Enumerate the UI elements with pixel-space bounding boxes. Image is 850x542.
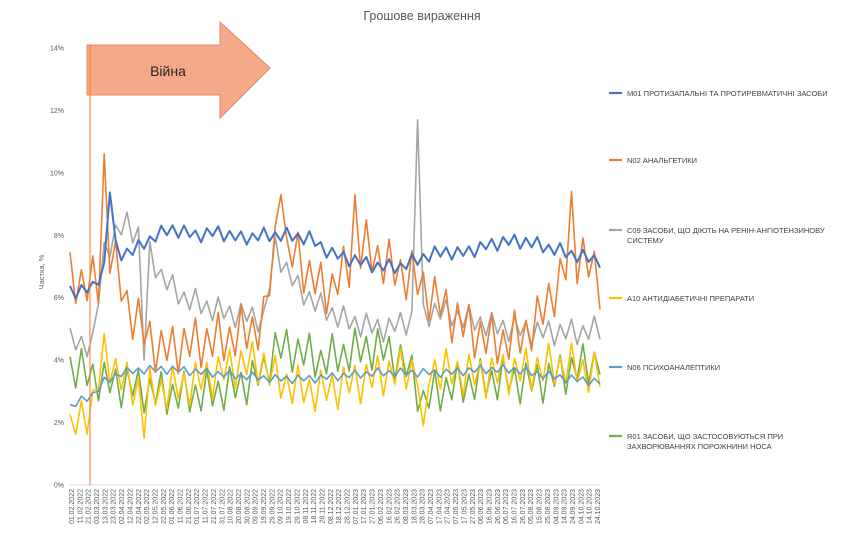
x-tick-label: 26.06.2023 xyxy=(495,489,502,524)
y-axis-ticks: 0% 2% 4% 6% 8% 10% 12% 14% xyxy=(50,46,64,490)
x-tick-label: 03.03.2022 xyxy=(94,489,101,524)
series-group xyxy=(69,119,601,440)
legend-label: M01 ПРОТИЗАПАЛЬНІ ТА ПРОТИРЕВМАТИЧНІ ЗАС… xyxy=(627,89,828,98)
x-tick-label: 24.09.2023 xyxy=(570,489,577,524)
x-tick-label: 09.10.2022 xyxy=(278,489,285,524)
x-tick-label: 29.10.2022 xyxy=(294,489,301,524)
x-tick-label: 21.02.2022 xyxy=(86,489,93,524)
series-line xyxy=(69,332,601,440)
war-arrow-label: Війна xyxy=(150,63,186,79)
series-line xyxy=(69,153,601,375)
y-axis-label: Частка, % xyxy=(37,254,46,289)
x-tick-label: 19.09.2022 xyxy=(261,489,268,524)
x-tick-label: 08.11.2022 xyxy=(303,489,310,524)
y-tick-label: 6% xyxy=(54,295,64,302)
x-tick-label: 08.03.2023 xyxy=(403,489,410,524)
x-tick-label: 22.05.2022 xyxy=(161,489,168,524)
x-tick-label: 15.08.2023 xyxy=(537,489,544,524)
x-tick-label: 06.06.2023 xyxy=(478,489,485,524)
war-arrow xyxy=(86,20,271,120)
x-tick-label: 23.03.2022 xyxy=(111,489,118,524)
x-tick-label: 28.11.2022 xyxy=(319,489,326,524)
series-line xyxy=(69,364,601,408)
x-tick-label: 28.03.2023 xyxy=(420,489,427,524)
x-tick-label: 07.05.2023 xyxy=(453,489,460,524)
x-tick-label: 04.09.2023 xyxy=(553,489,560,524)
war-annotation: Війна xyxy=(86,20,271,485)
x-tick-label: 28.12.2022 xyxy=(345,489,352,524)
y-tick-label: 2% xyxy=(54,420,64,427)
x-tick-label: 27.05.2023 xyxy=(470,489,477,524)
x-tick-label: 16.07.2023 xyxy=(512,489,519,524)
x-tick-label: 29.09.2022 xyxy=(269,489,276,524)
x-tick-label: 01.06.2022 xyxy=(169,489,176,524)
x-tick-label: 31.07.2022 xyxy=(219,489,226,524)
x-tick-label: 11.07.2022 xyxy=(203,489,210,524)
x-tick-label: 18.12.2022 xyxy=(336,489,343,524)
y-tick-label: 12% xyxy=(50,108,64,115)
x-tick-label: 25.08.2023 xyxy=(545,489,552,524)
y-tick-label: 8% xyxy=(54,233,64,240)
x-tick-label: 17.04.2023 xyxy=(436,489,443,524)
x-tick-label: 26.02.2023 xyxy=(395,489,402,524)
legend-label: N06 ПСИХОАНАЛЕПТИКИ xyxy=(627,363,720,372)
x-tick-label: 06.02.2023 xyxy=(378,489,385,524)
y-tick-label: 0% xyxy=(54,483,64,490)
x-tick-label: 11.02.2022 xyxy=(77,489,84,524)
x-tick-label: 18.03.2023 xyxy=(411,489,418,524)
y-tick-label: 10% xyxy=(50,170,64,177)
x-tick-label: 21.06.2022 xyxy=(186,489,193,524)
x-tick-label: 06.07.2023 xyxy=(503,489,510,524)
x-tick-label: 22.04.2022 xyxy=(136,489,143,524)
x-tick-label: 08.12.2022 xyxy=(328,489,335,524)
x-tick-label: 16.06.2023 xyxy=(486,489,493,524)
x-tick-label: 07.04.2023 xyxy=(428,489,435,524)
legend-label: A10 АНТИДІАБЕТИЧНІ ПРЕПАРАТИ xyxy=(627,294,754,303)
x-tick-label: 13.03.2022 xyxy=(102,489,109,524)
x-tick-label: 10.08.2022 xyxy=(228,489,235,524)
legend: M01 ПРОТИЗАПАЛЬНІ ТА ПРОТИРЕВМАТИЧНІ ЗАС… xyxy=(609,89,828,451)
x-tick-label: 16.02.2023 xyxy=(386,489,393,524)
x-axis-ticks: 01.02.2022 11.02.2022 21.02.2022 03.03.2022… xyxy=(69,489,602,524)
y-tick-label: 4% xyxy=(54,358,64,365)
x-tick-label: 07.01.2023 xyxy=(353,489,360,524)
y-tick-label: 14% xyxy=(50,46,64,53)
chart-title: Грошове вираження xyxy=(363,9,480,23)
x-tick-label: 17.05.2023 xyxy=(461,489,468,524)
x-tick-label: 21.07.2022 xyxy=(211,489,218,524)
x-tick-label: 05.08.2023 xyxy=(528,489,535,524)
legend-label: R01 ЗАСОБИ, ЩО ЗАСТОСОВУЮТЬСЯ ПРИ ЗАХВОРЮ… xyxy=(627,432,783,451)
x-tick-label: 14.09.2023 xyxy=(562,489,569,524)
x-tick-label: 01.07.2022 xyxy=(194,489,201,524)
x-tick-label: 19.10.2022 xyxy=(286,489,293,524)
x-tick-label: 11.06.2022 xyxy=(178,489,185,524)
x-tick-label: 20.08.2022 xyxy=(236,489,243,524)
x-tick-label: 01.02.2022 xyxy=(69,489,76,524)
x-tick-label: 09.09.2022 xyxy=(253,489,260,524)
legend-label: N02 АНАЛЬГЕТИКИ xyxy=(627,156,697,165)
x-tick-label: 12.05.2022 xyxy=(152,489,159,524)
x-tick-label: 26.07.2023 xyxy=(520,489,527,524)
x-tick-label: 14.10.2023 xyxy=(587,489,594,524)
x-tick-label: 04.10.2023 xyxy=(578,489,585,524)
x-tick-label: 27.01.2023 xyxy=(370,489,377,524)
x-tick-label: 02.05.2022 xyxy=(144,489,151,524)
series-line xyxy=(69,191,601,300)
x-tick-label: 17.01.2023 xyxy=(361,489,368,524)
x-tick-label: 18.11.2022 xyxy=(311,489,318,524)
legend-label: C09 ЗАСОБИ, ЩО ДІЮТЬ НА РЕНІН-АНГІОТЕНЗИ… xyxy=(627,226,825,245)
x-tick-label: 27.04.2023 xyxy=(445,489,452,524)
x-tick-label: 24.10.2023 xyxy=(595,489,602,524)
x-tick-label: 30.08.2022 xyxy=(244,489,251,524)
x-tick-label: 12.04.2022 xyxy=(127,489,134,524)
x-tick-label: 02.04.2022 xyxy=(119,489,126,524)
